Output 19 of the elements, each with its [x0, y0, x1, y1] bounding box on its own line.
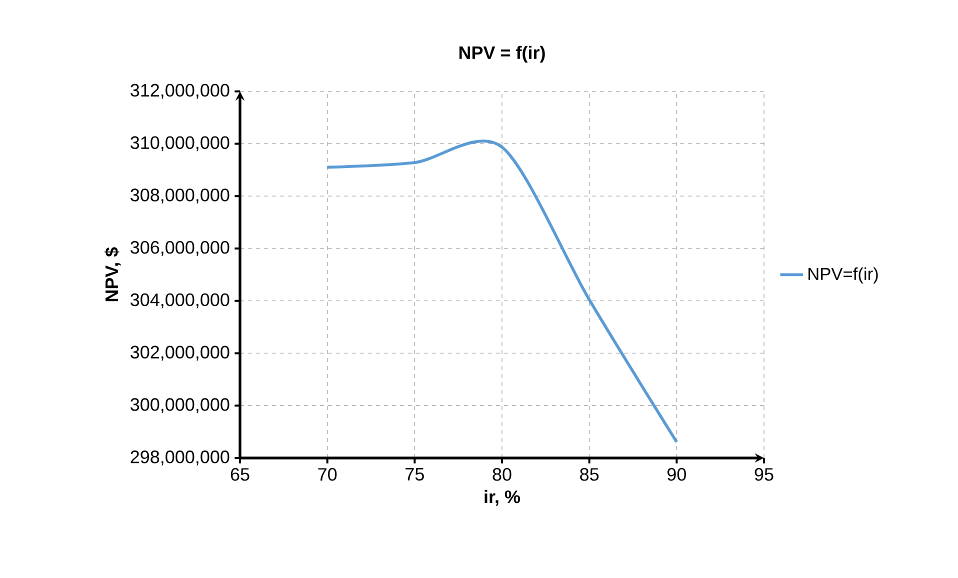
- y-tick-label: 304,000,000: [130, 293, 230, 308]
- x-tick-label: 90: [667, 468, 686, 481]
- x-axis-title: ir, %: [484, 490, 520, 506]
- x-tick-label: 85: [580, 468, 599, 481]
- y-tick-label: 300,000,000: [130, 398, 230, 414]
- y-axis-title: NPV, $: [104, 247, 121, 302]
- x-tick-label: 65: [230, 468, 250, 481]
- y-tick-label: 306,000,000: [130, 241, 230, 256]
- x-tick-label: 95: [754, 468, 774, 481]
- y-tick-label: 312,000,000: [130, 84, 230, 99]
- y-tick-label: 298,000,000: [130, 450, 230, 466]
- y-tick-label: 308,000,000: [130, 188, 230, 204]
- x-tick-label: 80: [492, 468, 512, 481]
- x-tick-label: 70: [318, 468, 337, 481]
- legend-label: NPV=f(ir): [808, 267, 878, 284]
- y-tick-label: 310,000,000: [130, 136, 230, 152]
- chart-title: NPV = f(ir): [459, 46, 545, 63]
- y-tick-label: 302,000,000: [130, 346, 230, 361]
- x-tick-label: 75: [406, 468, 424, 481]
